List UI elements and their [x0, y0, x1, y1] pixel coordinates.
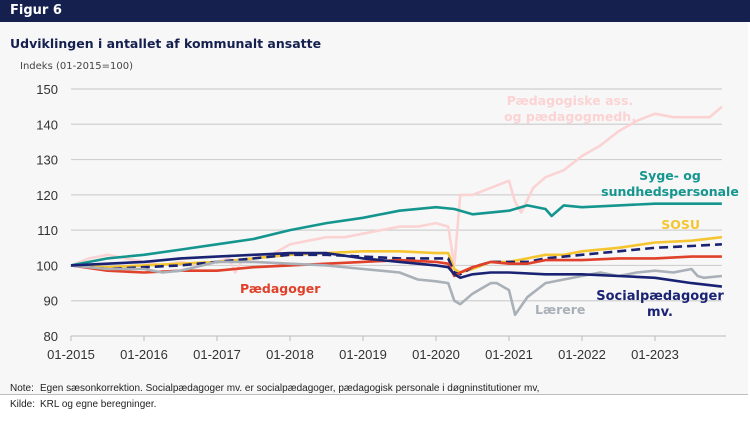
source-text: KRL og egne beregninger.: [40, 399, 157, 410]
series-label: Pædagogiske ass.: [507, 93, 633, 108]
x-tick-label: 01-2020: [412, 347, 460, 362]
y-tick-label: 130: [36, 153, 58, 168]
x-tick-label: 01-2016: [120, 347, 168, 362]
note-line: Note: Egen sæsonkorrektion. Socialpædagog…: [10, 381, 539, 397]
y-tick-label: 90: [44, 294, 58, 309]
x-tick-label: 01-2023: [631, 347, 679, 362]
series-label: mv.: [647, 305, 673, 320]
series-label: Socialpædagoger: [596, 289, 724, 304]
x-tick-label: 01-2015: [47, 347, 95, 362]
y-tick-label: 150: [36, 82, 58, 97]
series-line: [70, 235, 723, 274]
series-line: [70, 251, 723, 288]
series-label: Lærere: [535, 302, 585, 317]
x-tick-label: 01-2022: [558, 347, 606, 362]
series-line: [70, 260, 723, 317]
series-label: sundhedspersonale: [601, 184, 739, 199]
figure-number: Figur 6: [10, 3, 62, 18]
series-label: Syge- og: [639, 168, 701, 183]
source-key: Kilde:: [10, 399, 36, 410]
note-text: Egen sæsonkorrektion. Socialpædagoger mv…: [40, 383, 540, 394]
footnotes: Note: Egen sæsonkorrektion. Socialpædagog…: [10, 381, 539, 413]
x-tick-label: 01-2018: [266, 347, 314, 362]
y-tick-label: 110: [37, 223, 58, 238]
y-tick-label: 100: [36, 258, 58, 273]
note-key: Note:: [10, 383, 34, 394]
chart-title: Udviklingen i antallet af kommunalt ansa…: [10, 36, 322, 51]
series-label: Pædagoger: [240, 281, 321, 296]
y-tick-label: 120: [36, 188, 58, 203]
x-tick-label: 01-2017: [193, 347, 241, 362]
x-tick-label: 01-2019: [339, 347, 387, 362]
series-label: og pædagogmedh.: [504, 109, 636, 124]
figure-header: Figur 6: [0, 0, 750, 22]
x-tick-label: 01-2021: [485, 347, 533, 362]
series-line: [70, 202, 722, 267]
source-line: Kilde: KRL og egne beregninger.: [10, 397, 539, 413]
chart-panel: [0, 22, 748, 395]
y-tick-label: 80: [44, 329, 58, 344]
y-tick-label: 140: [36, 117, 58, 132]
series-label: SOSU: [661, 217, 700, 232]
y-axis-label: Indeks (01-2015=100): [20, 61, 134, 72]
